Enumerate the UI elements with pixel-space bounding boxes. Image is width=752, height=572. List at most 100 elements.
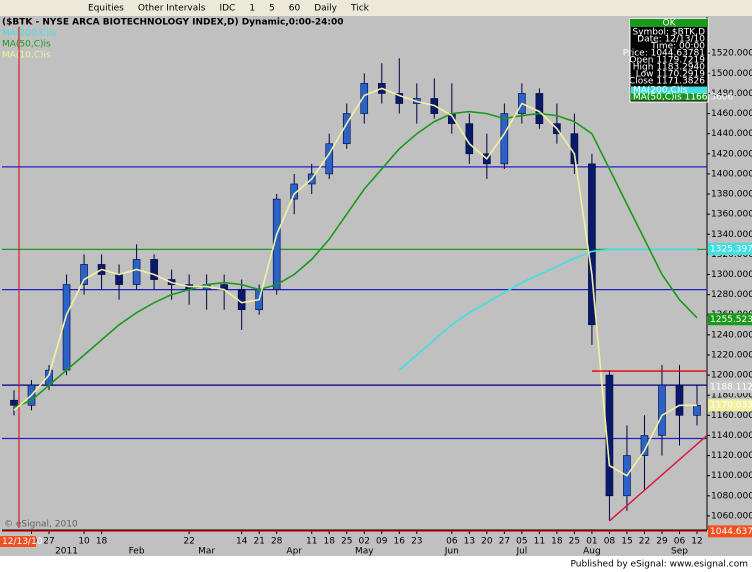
x-tick-label: 01 [586,537,597,547]
x-tick-label: 28 [271,537,283,547]
moving-average [13,110,698,409]
toolbar-item[interactable]: Daily [314,4,337,14]
cursor-date-label: 12/13/10 [2,537,43,547]
toolbar-item[interactable]: IDC [219,4,235,14]
month-label: Jul [515,547,527,557]
candle-body [132,259,141,285]
x-tick-label: 20 [481,537,493,547]
candle-body [115,274,123,285]
x-tick-label: 23 [411,537,422,547]
axis-marker-box [708,525,752,538]
candle-body [62,284,71,371]
candle-body [360,83,369,114]
candle-body [80,264,88,285]
y-tick-label: 1520.0000 [711,49,752,59]
y-tick-label: 1400.0000 [711,169,752,179]
info-box-title-bar [630,19,708,27]
x-tick-label: 18 [551,537,563,547]
x-tick-label: 18 [96,537,108,547]
y-tick-label: 1140.0000 [711,431,752,441]
x-tick-label: 21 [253,537,264,547]
axis-marker-label: 1325.3970 [710,244,752,254]
y-tick-label: 1080.0000 [711,491,752,501]
x-tick-label: 14 [236,537,248,547]
info-box-title[interactable]: OK [663,19,677,29]
y-tick-label: 1280.0000 [711,290,752,300]
toolbar-item[interactable]: Tick [350,4,370,14]
x-tick-label: 27 [43,537,54,547]
x-tick-label: 06 [446,537,458,547]
x-tick-label: 09 [376,537,388,547]
candle-body [588,163,596,326]
y-tick-label: 1060.0000 [711,511,752,521]
axis-marker-box [708,313,752,326]
month-label: Apr [286,547,302,557]
month-label: Aug [583,547,601,557]
x-tick-label: 08 [604,537,616,547]
y-tick-label: 1120.0000 [711,451,752,461]
moving-average [398,248,697,371]
axis-marker-box [708,399,752,412]
y-tick-label: 1100.0000 [711,471,752,481]
y-tick-label: 1420.0000 [711,149,752,159]
x-tick-label: 11 [306,537,317,547]
toolbar-item[interactable]: 5 [269,4,275,14]
toolbar-item[interactable]: Other Intervals [138,4,206,14]
y-tick-label: 1200.0000 [711,371,752,381]
month-label: May [355,547,374,557]
chart-title: ($BTK - NYSE ARCA BIOTECHNOLOGY INDEX,D)… [2,18,344,28]
axis-marker-box [708,242,752,255]
candle-body [237,289,246,311]
candle-body [640,435,649,456]
x-tick-label: 10 [78,537,90,547]
toolbar-item[interactable]: 60 [289,4,301,14]
month-label: Jun [444,547,459,557]
month-label: Feb [129,547,145,557]
y-tick-label: 1300.0000 [711,270,752,280]
month-label: Mar [198,547,215,557]
toolbar [0,0,752,16]
axis-marker-label: 1255.5232 [710,315,752,325]
y-tick-label: 1220.0000 [711,350,752,360]
x-tick-label: 05 [516,537,527,547]
footer-bar [0,556,752,572]
x-tick-label: 22 [639,537,650,547]
info-line: Close 1171.3826 [629,77,705,87]
cursor-date-box [0,536,36,547]
y-tick-label: 1360.0000 [711,210,752,220]
y-tick-label: 1180.0000 [711,391,752,401]
x-tick-label: 13 [464,537,475,547]
x-tick-label: 18 [324,537,336,547]
candle-body [150,259,158,280]
x-tick-label: 06 [674,537,686,547]
info-line: Time: 00:00 [650,42,705,52]
moving-average [13,87,697,477]
x-tick-label: 22 [183,537,194,547]
month-label: 2011 [55,547,78,557]
candle-body [500,113,509,165]
month-label: Sep [671,547,688,557]
axis-marker-label: 1044.63781 [710,527,752,537]
title-bg [0,16,260,27]
x-tick-label: 15 [621,537,632,547]
toolbar-item[interactable]: 1 [249,4,255,14]
trendline [608,434,708,522]
x-tick-label: 27 [499,537,510,547]
toolbar-item[interactable]: Equities [88,4,124,14]
legend-entry: MA(200,C)is [2,29,57,39]
legend-entry: MA(50,C)is [2,40,51,50]
y-tick-label: 1460.0000 [711,109,752,119]
y-tick-label: 1380.0000 [711,190,752,200]
x-tick-label: 16 [394,537,406,547]
copyright: © eSignal, 2010 [4,520,78,530]
candle-body [675,384,684,416]
legend-entry: MA(10,C)is [2,51,51,61]
candle-body [658,384,666,436]
y-tick-label: 1160.0000 [711,411,752,421]
candle-body [535,93,544,124]
x-tick-label: 12 [691,537,702,547]
x-tick-label: 11 [534,537,545,547]
footer: Published by eSignal: www.esignal.com [570,560,748,570]
